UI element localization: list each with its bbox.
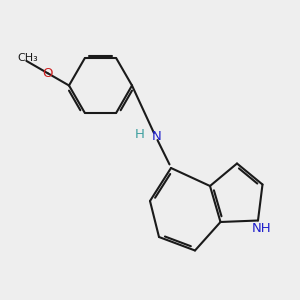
Text: N: N xyxy=(152,130,162,143)
Text: NH: NH xyxy=(252,222,272,236)
Text: CH₃: CH₃ xyxy=(17,53,38,64)
Text: H: H xyxy=(135,128,144,142)
Text: O: O xyxy=(42,67,53,80)
